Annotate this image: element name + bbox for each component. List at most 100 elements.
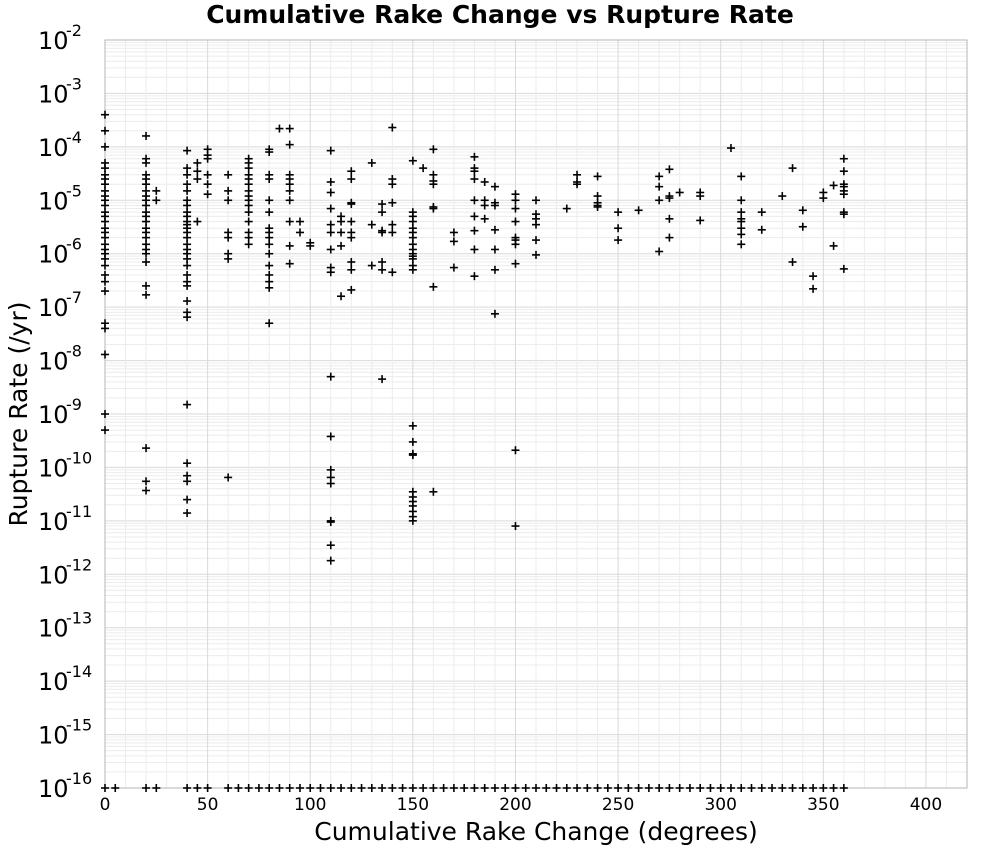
data-point xyxy=(142,784,151,792)
data-point xyxy=(511,259,520,268)
data-point xyxy=(183,313,192,322)
data-point xyxy=(490,245,499,254)
data-point xyxy=(183,784,192,792)
x-tick-label: 100 xyxy=(294,795,326,815)
data-point xyxy=(470,175,479,184)
data-point xyxy=(511,217,520,226)
y-tick-label: 10-4 xyxy=(38,128,82,162)
data-point xyxy=(101,410,109,418)
y-tick-label: 10-6 xyxy=(38,235,82,269)
data-point xyxy=(203,190,212,199)
data-point xyxy=(788,784,797,792)
data-point xyxy=(521,784,530,792)
data-point xyxy=(449,263,458,272)
data-point xyxy=(562,204,571,213)
data-point xyxy=(378,257,387,266)
data-point xyxy=(183,186,192,195)
data-point xyxy=(265,249,274,258)
data-point xyxy=(183,180,192,189)
data-point xyxy=(696,192,705,201)
data-point xyxy=(306,241,315,250)
data-point xyxy=(326,177,335,186)
data-point xyxy=(244,164,253,173)
data-point xyxy=(244,208,253,217)
y-tick-base: 10 xyxy=(38,294,69,322)
y-tick-exponent: -3 xyxy=(66,74,82,93)
x-axis-label: Cumulative Rake Change (degrees) xyxy=(314,817,758,846)
data-point xyxy=(254,784,263,792)
y-tick-exponent: -11 xyxy=(66,502,92,521)
y-axis-label: Rupture Rate (/yr) xyxy=(4,302,33,527)
data-point xyxy=(101,233,109,242)
data-point xyxy=(614,208,623,217)
data-point xyxy=(747,784,756,792)
data-point xyxy=(347,217,356,226)
data-point xyxy=(788,164,797,173)
data-point xyxy=(203,170,212,179)
data-point xyxy=(388,220,397,229)
y-tick-exponent: -5 xyxy=(66,181,82,200)
y-tick-exponent: -2 xyxy=(66,21,82,40)
data-point xyxy=(347,285,356,294)
data-point xyxy=(726,144,735,153)
y-tick-label: 10-2 xyxy=(38,21,82,55)
data-point xyxy=(470,152,479,161)
data-point xyxy=(357,784,366,792)
data-point xyxy=(378,265,387,274)
data-point xyxy=(757,784,766,792)
x-tick-label: 0 xyxy=(100,795,111,815)
data-point xyxy=(388,268,397,277)
data-point xyxy=(511,204,520,213)
data-point xyxy=(398,784,407,792)
data-point xyxy=(480,214,489,223)
data-point xyxy=(347,233,356,242)
data-point xyxy=(470,226,479,235)
data-point xyxy=(737,172,746,181)
data-point xyxy=(285,180,294,189)
data-point xyxy=(193,167,202,176)
y-tick-exponent: -14 xyxy=(66,662,92,681)
data-point xyxy=(244,180,253,189)
data-point xyxy=(101,164,109,173)
data-point xyxy=(490,309,499,318)
data-point xyxy=(490,201,499,210)
data-point xyxy=(501,784,510,792)
y-tick-label: 10-12 xyxy=(38,555,92,589)
data-point xyxy=(326,220,335,229)
data-point xyxy=(224,473,233,482)
data-point xyxy=(142,217,151,226)
data-point xyxy=(347,784,356,792)
data-point xyxy=(696,216,705,225)
data-point xyxy=(326,518,335,527)
data-point xyxy=(224,254,233,263)
data-point xyxy=(101,217,109,226)
data-point xyxy=(429,487,438,496)
data-point xyxy=(367,220,376,229)
data-point xyxy=(152,186,161,195)
data-point xyxy=(408,265,417,274)
y-tick-base: 10 xyxy=(38,775,69,803)
data-point xyxy=(429,784,438,792)
data-point xyxy=(798,784,807,792)
data-point xyxy=(224,233,233,242)
y-tick-label: 10-7 xyxy=(38,288,82,322)
data-point xyxy=(490,182,499,191)
data-point xyxy=(490,265,499,274)
data-point xyxy=(101,324,109,333)
y-tick-exponent: -16 xyxy=(66,769,92,788)
data-point xyxy=(532,196,540,205)
data-point xyxy=(665,233,674,242)
x-tick-label: 150 xyxy=(397,795,429,815)
data-point xyxy=(326,146,335,155)
data-point xyxy=(265,208,274,217)
y-tick-label: 10-13 xyxy=(38,609,92,643)
data-point xyxy=(101,426,109,435)
data-point xyxy=(183,459,192,468)
data-point xyxy=(101,126,109,135)
y-tick-exponent: -10 xyxy=(66,448,92,467)
data-point xyxy=(367,158,376,167)
data-point xyxy=(326,784,335,792)
y-tick-exponent: -15 xyxy=(66,716,92,735)
data-point xyxy=(388,180,397,189)
data-point xyxy=(778,192,787,201)
